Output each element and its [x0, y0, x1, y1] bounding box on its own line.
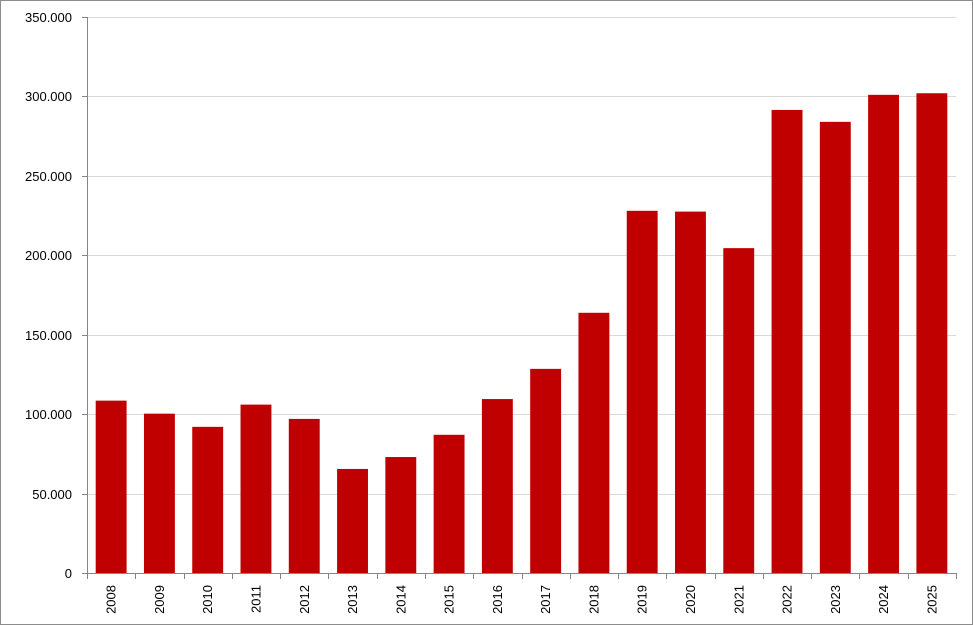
y-tick-label: 0 [65, 566, 72, 581]
bar-2022 [771, 109, 803, 573]
bar-2010 [192, 426, 224, 573]
bar-2021 [723, 248, 755, 573]
x-tick-label: 2021 [731, 585, 746, 614]
x-tick-label: 2010 [200, 585, 215, 614]
bar-2024 [868, 94, 900, 573]
x-tick-label: 2015 [442, 585, 457, 614]
bar-2018 [578, 312, 610, 573]
bar-2015 [433, 434, 465, 573]
gridlines [87, 17, 956, 495]
x-tick-label: 2017 [538, 585, 553, 614]
y-tick-label: 50.000 [32, 487, 72, 502]
x-axis-ticks: 2008 2009 2010 2011 2012 2013 2014 2015 2016 2017… [87, 573, 957, 614]
x-tick-label: 2016 [490, 585, 505, 614]
bar-2025 [916, 93, 948, 573]
y-tick-label: 250.000 [25, 169, 72, 184]
bar-2012 [288, 418, 320, 573]
x-tick-label: 2013 [345, 585, 360, 614]
y-axis-ticks: 0 50.000 100.000 150.000 200.000 250.000 300.0… [25, 10, 87, 581]
bar-2014 [385, 457, 417, 573]
x-tick-label: 2020 [683, 585, 698, 614]
y-tick-label: 200.000 [25, 248, 72, 263]
bar-2008 [95, 400, 127, 573]
x-tick-label: 2023 [828, 585, 843, 614]
x-tick-label: 2008 [104, 585, 119, 614]
y-tick-label: 300.000 [25, 89, 72, 104]
x-tick-label: 2022 [780, 585, 795, 614]
x-tick-label: 2019 [635, 585, 650, 614]
bars [95, 93, 948, 574]
bar-2013 [337, 468, 368, 573]
bar-2019 [626, 210, 658, 573]
bar-2023 [819, 121, 851, 574]
x-tick-label: 2009 [152, 585, 167, 614]
x-tick-label: 2011 [248, 585, 263, 613]
bar-2016 [481, 399, 513, 573]
bar-2011 [240, 404, 272, 573]
bar-2017 [530, 368, 562, 573]
y-tick-label: 100.000 [25, 407, 72, 422]
x-tick-label: 2014 [393, 585, 408, 614]
bar-2020 [675, 211, 706, 573]
y-tick-label: 350.000 [25, 10, 72, 25]
x-tick-label: 2025 [924, 585, 939, 614]
x-tick-label: 2024 [876, 585, 891, 614]
bar-2009 [143, 413, 175, 573]
x-tick-label: 2018 [586, 585, 601, 614]
y-tick-label: 150.000 [25, 328, 72, 343]
x-tick-label: 2012 [297, 585, 312, 614]
